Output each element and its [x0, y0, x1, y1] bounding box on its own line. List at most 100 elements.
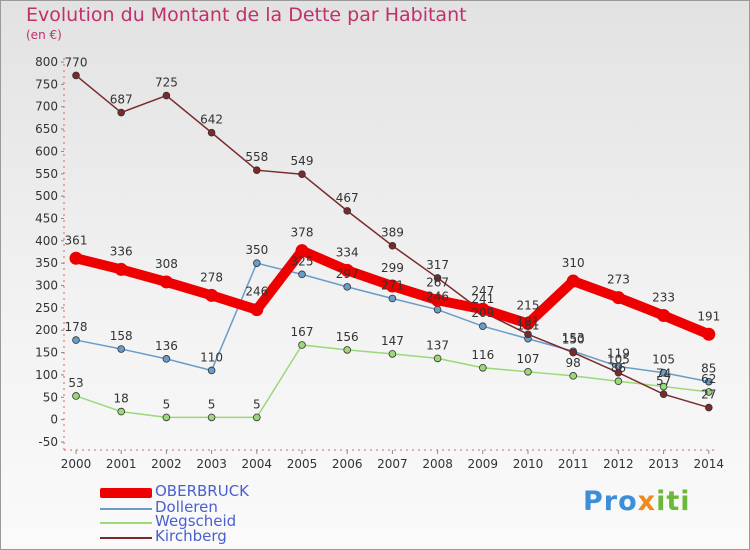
data-point	[250, 303, 264, 317]
legend-label-dolleren: Dolleren	[155, 498, 218, 516]
x-tick-label: 2003	[196, 457, 227, 471]
data-label: 156	[336, 330, 359, 344]
data-point	[521, 317, 535, 331]
x-tick-label: 2002	[151, 457, 182, 471]
data-label: 549	[291, 154, 314, 168]
data-label: 378	[291, 226, 314, 240]
data-point	[388, 241, 397, 250]
legend-label-oberbruck: OBERBRUCK	[155, 482, 249, 500]
data-point	[611, 291, 625, 305]
data-label: 273	[607, 273, 630, 287]
x-tick-label: 2012	[603, 457, 634, 471]
y-tick-label: 200	[35, 323, 58, 337]
x-tick-label: 2013	[648, 457, 679, 471]
data-label: 53	[68, 376, 83, 390]
data-point	[704, 388, 713, 396]
logo-part-iti: iti	[656, 486, 691, 517]
data-point	[340, 263, 354, 277]
data-label: 209	[471, 306, 494, 320]
data-point	[295, 244, 309, 258]
data-label: 167	[291, 325, 314, 339]
legend-item-dolleren: Dolleren	[100, 498, 300, 517]
data-point	[252, 259, 261, 267]
data-label: 247	[471, 284, 494, 298]
legend-item-oberbruck: OBERBRUCK	[100, 482, 300, 501]
data-point	[433, 274, 442, 282]
y-tick-label: 550	[35, 167, 58, 181]
data-label: 233	[652, 290, 675, 304]
data-point	[566, 274, 580, 288]
data-label: 57	[656, 374, 671, 388]
proxiti-logo: Proxiti	[583, 486, 691, 517]
x-tick-label: 2009	[468, 457, 499, 471]
data-point	[72, 336, 80, 344]
data-point	[114, 262, 128, 276]
y-tick-label: 450	[35, 211, 58, 225]
data-label: 191	[517, 314, 540, 328]
data-point	[207, 366, 216, 375]
data-label: 158	[110, 329, 133, 343]
data-label: 317	[426, 258, 449, 272]
data-point	[431, 293, 445, 307]
data-point	[162, 413, 171, 422]
data-label: 178	[65, 320, 88, 334]
x-tick-label: 2004	[242, 457, 273, 471]
x-tick-label: 2006	[332, 457, 363, 471]
data-label: 110	[200, 350, 223, 364]
data-point	[659, 382, 668, 391]
data-point	[614, 368, 623, 377]
x-tick-label: 2001	[106, 457, 137, 471]
y-tick-label: 300	[35, 279, 58, 293]
legend-item-kirchberg: Kirchberg	[100, 527, 300, 546]
legend-swatch-kirchberg	[100, 537, 152, 539]
data-label: 308	[155, 257, 178, 271]
data-point	[159, 275, 173, 289]
data-point	[478, 363, 487, 372]
data-point	[478, 322, 487, 331]
data-point	[252, 413, 261, 422]
data-point	[162, 355, 171, 363]
data-label: 5	[253, 397, 261, 411]
legend-label-wegscheid: Wegscheid	[155, 512, 237, 530]
data-point	[343, 207, 352, 215]
data-label: 278	[200, 270, 223, 284]
data-label: 267	[426, 275, 449, 289]
y-tick-label: 350	[35, 256, 58, 270]
legend-label-kirchberg: Kirchberg	[155, 527, 227, 545]
data-label: 107	[517, 352, 540, 366]
data-label: 105	[607, 353, 630, 367]
data-label: 119	[607, 346, 630, 360]
x-tick-label: 2011	[558, 457, 589, 471]
data-label: 334	[336, 245, 359, 259]
data-label: 246	[245, 285, 268, 299]
data-label: 241	[471, 292, 494, 306]
data-label: 336	[110, 244, 133, 258]
legend-swatch-oberbruck	[100, 488, 152, 498]
y-tick-label: 500	[35, 189, 58, 203]
data-label: 310	[562, 256, 585, 270]
legend-swatch-wegscheid	[100, 522, 152, 524]
data-point	[207, 413, 216, 422]
data-point	[298, 170, 306, 179]
data-point	[524, 368, 532, 376]
data-label: 150	[562, 333, 585, 347]
data-point	[569, 348, 577, 357]
data-label: 105	[652, 353, 675, 367]
data-point	[704, 377, 713, 386]
data-point	[569, 372, 577, 380]
x-tick-label: 2005	[287, 457, 318, 471]
data-label: 271	[381, 278, 404, 292]
data-label: 5	[208, 397, 216, 411]
data-point	[117, 407, 125, 416]
legend-item-wegscheid: Wegscheid	[100, 512, 300, 531]
data-label: 215	[517, 299, 540, 313]
x-tick-label: 2000	[61, 457, 92, 471]
data-label: 246	[426, 290, 449, 304]
y-tick-label: 700	[35, 100, 58, 114]
data-label: 361	[65, 233, 88, 247]
data-point	[388, 350, 397, 358]
data-label: 299	[381, 261, 404, 275]
data-point	[433, 354, 442, 363]
data-point	[343, 346, 352, 354]
logo-part-pro: Pro	[583, 486, 638, 517]
